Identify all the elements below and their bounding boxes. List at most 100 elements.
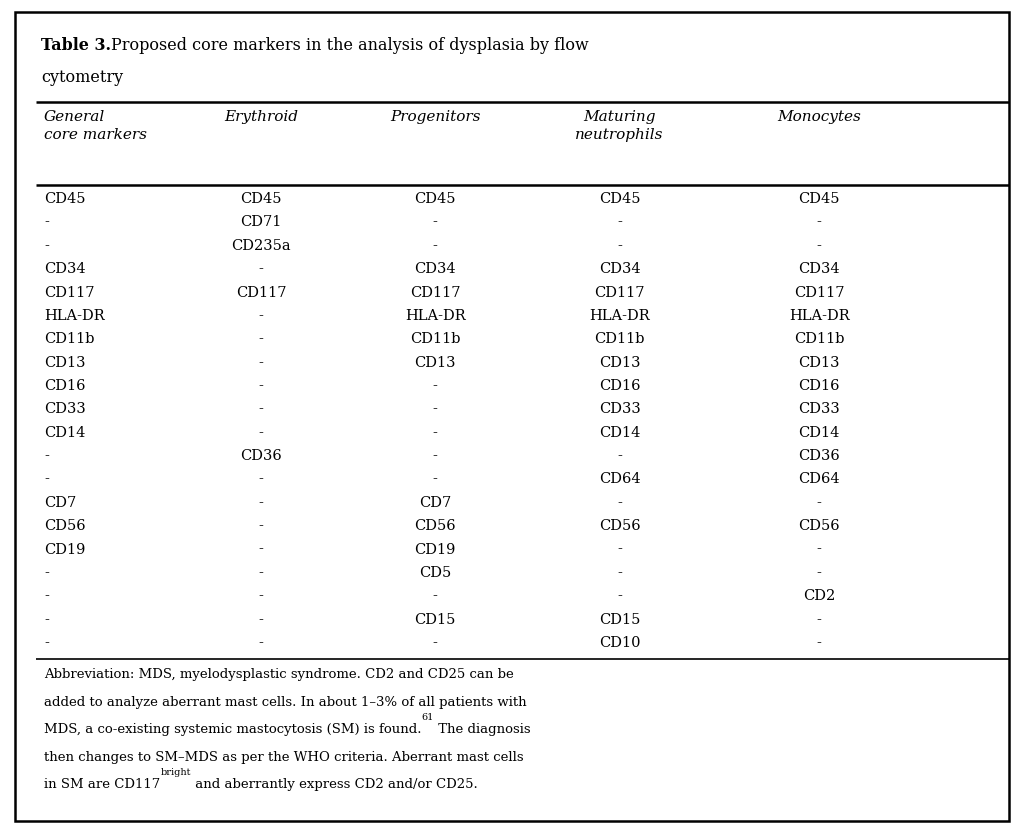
Text: -: - [617, 449, 622, 463]
Text: CD11b: CD11b [410, 332, 461, 347]
Text: CD36: CD36 [241, 449, 282, 463]
Text: CD16: CD16 [44, 379, 86, 393]
Text: CD11b: CD11b [44, 332, 94, 347]
Text: -: - [617, 566, 622, 580]
Text: HLA-DR: HLA-DR [788, 309, 850, 323]
Text: CD45: CD45 [241, 192, 282, 206]
Text: -: - [259, 309, 263, 323]
Text: bright: bright [161, 768, 190, 777]
Text: CD45: CD45 [799, 192, 840, 206]
Text: -: - [433, 426, 437, 440]
Text: CD14: CD14 [599, 426, 640, 440]
Text: -: - [259, 589, 263, 603]
Text: CD33: CD33 [44, 402, 86, 416]
Text: CD13: CD13 [599, 356, 640, 370]
Text: -: - [433, 449, 437, 463]
Text: -: - [44, 636, 49, 650]
Text: CD117: CD117 [410, 286, 461, 300]
Text: -: - [433, 636, 437, 650]
Text: CD117: CD117 [44, 286, 94, 300]
Text: -: - [433, 589, 437, 603]
Text: CD16: CD16 [599, 379, 640, 393]
Text: -: - [817, 636, 821, 650]
Text: Proposed core markers in the analysis of dysplasia by flow: Proposed core markers in the analysis of… [111, 37, 589, 54]
Text: -: - [44, 472, 49, 486]
Text: Erythroid: Erythroid [224, 110, 298, 124]
Text: CD56: CD56 [44, 519, 86, 533]
Text: -: - [259, 496, 263, 510]
Text: CD34: CD34 [599, 262, 640, 277]
Text: -: - [259, 402, 263, 416]
Text: -: - [259, 356, 263, 370]
Text: -: - [259, 519, 263, 533]
Text: -: - [817, 542, 821, 556]
Text: -: - [617, 239, 622, 253]
Text: -: - [433, 216, 437, 229]
Text: CD14: CD14 [44, 426, 85, 440]
Text: CD19: CD19 [415, 542, 456, 556]
Text: CD2: CD2 [803, 589, 836, 603]
Text: -: - [44, 589, 49, 603]
Text: Maturing
neutrophils: Maturing neutrophils [575, 110, 664, 142]
Text: -: - [259, 262, 263, 277]
Text: CD33: CD33 [599, 402, 640, 416]
Text: CD45: CD45 [599, 192, 640, 206]
Text: -: - [617, 216, 622, 229]
Text: -: - [44, 613, 49, 626]
Text: General
core markers: General core markers [44, 110, 147, 142]
Text: CD5: CD5 [419, 566, 452, 580]
Text: Table 3.: Table 3. [41, 37, 111, 54]
Text: CD36: CD36 [799, 449, 840, 463]
Text: CD15: CD15 [599, 613, 640, 626]
Text: -: - [44, 449, 49, 463]
Text: -: - [44, 216, 49, 229]
Text: -: - [617, 496, 622, 510]
Text: -: - [44, 566, 49, 580]
Text: CD13: CD13 [799, 356, 840, 370]
Text: 61: 61 [422, 713, 434, 722]
Text: CD117: CD117 [236, 286, 287, 300]
Text: then changes to SM–MDS as per the WHO criteria. Aberrant mast cells: then changes to SM–MDS as per the WHO cr… [44, 751, 523, 764]
Text: CD71: CD71 [241, 216, 282, 229]
Text: -: - [433, 239, 437, 253]
Text: CD7: CD7 [44, 496, 76, 510]
Text: -: - [259, 636, 263, 650]
Text: -: - [817, 613, 821, 626]
Text: Progenitors: Progenitors [390, 110, 480, 124]
Text: CD45: CD45 [415, 192, 456, 206]
Text: CD13: CD13 [44, 356, 86, 370]
Text: HLA-DR: HLA-DR [44, 309, 104, 323]
Text: CD33: CD33 [799, 402, 840, 416]
Text: CD235a: CD235a [231, 239, 291, 253]
Text: -: - [259, 613, 263, 626]
Text: CD64: CD64 [599, 472, 640, 486]
Text: cytometry: cytometry [41, 69, 123, 86]
Text: -: - [617, 542, 622, 556]
Text: -: - [433, 402, 437, 416]
Text: added to analyze aberrant mast cells. In about 1–3% of all patients with: added to analyze aberrant mast cells. In… [44, 696, 526, 709]
Text: and aberrantly express CD2 and/or CD25.: and aberrantly express CD2 and/or CD25. [190, 778, 477, 791]
Text: CD117: CD117 [594, 286, 645, 300]
Text: CD56: CD56 [599, 519, 640, 533]
Text: -: - [817, 496, 821, 510]
Text: -: - [259, 566, 263, 580]
Text: -: - [259, 426, 263, 440]
Text: CD64: CD64 [799, 472, 840, 486]
Text: CD34: CD34 [44, 262, 86, 277]
Text: -: - [817, 566, 821, 580]
Text: -: - [259, 379, 263, 393]
Text: -: - [617, 589, 622, 603]
Text: HLA-DR: HLA-DR [589, 309, 650, 323]
Text: CD11b: CD11b [794, 332, 845, 347]
Text: -: - [817, 239, 821, 253]
Text: -: - [44, 239, 49, 253]
Text: CD56: CD56 [799, 519, 840, 533]
Text: CD19: CD19 [44, 542, 85, 556]
Text: CD10: CD10 [599, 636, 640, 650]
Text: in SM are CD117: in SM are CD117 [44, 778, 161, 791]
Text: Abbreviation: MDS, myelodysplastic syndrome. CD2 and CD25 can be: Abbreviation: MDS, myelodysplastic syndr… [44, 668, 514, 681]
Text: HLA-DR: HLA-DR [404, 309, 466, 323]
Text: CD14: CD14 [799, 426, 840, 440]
Text: CD56: CD56 [415, 519, 456, 533]
Text: Monocytes: Monocytes [777, 110, 861, 124]
